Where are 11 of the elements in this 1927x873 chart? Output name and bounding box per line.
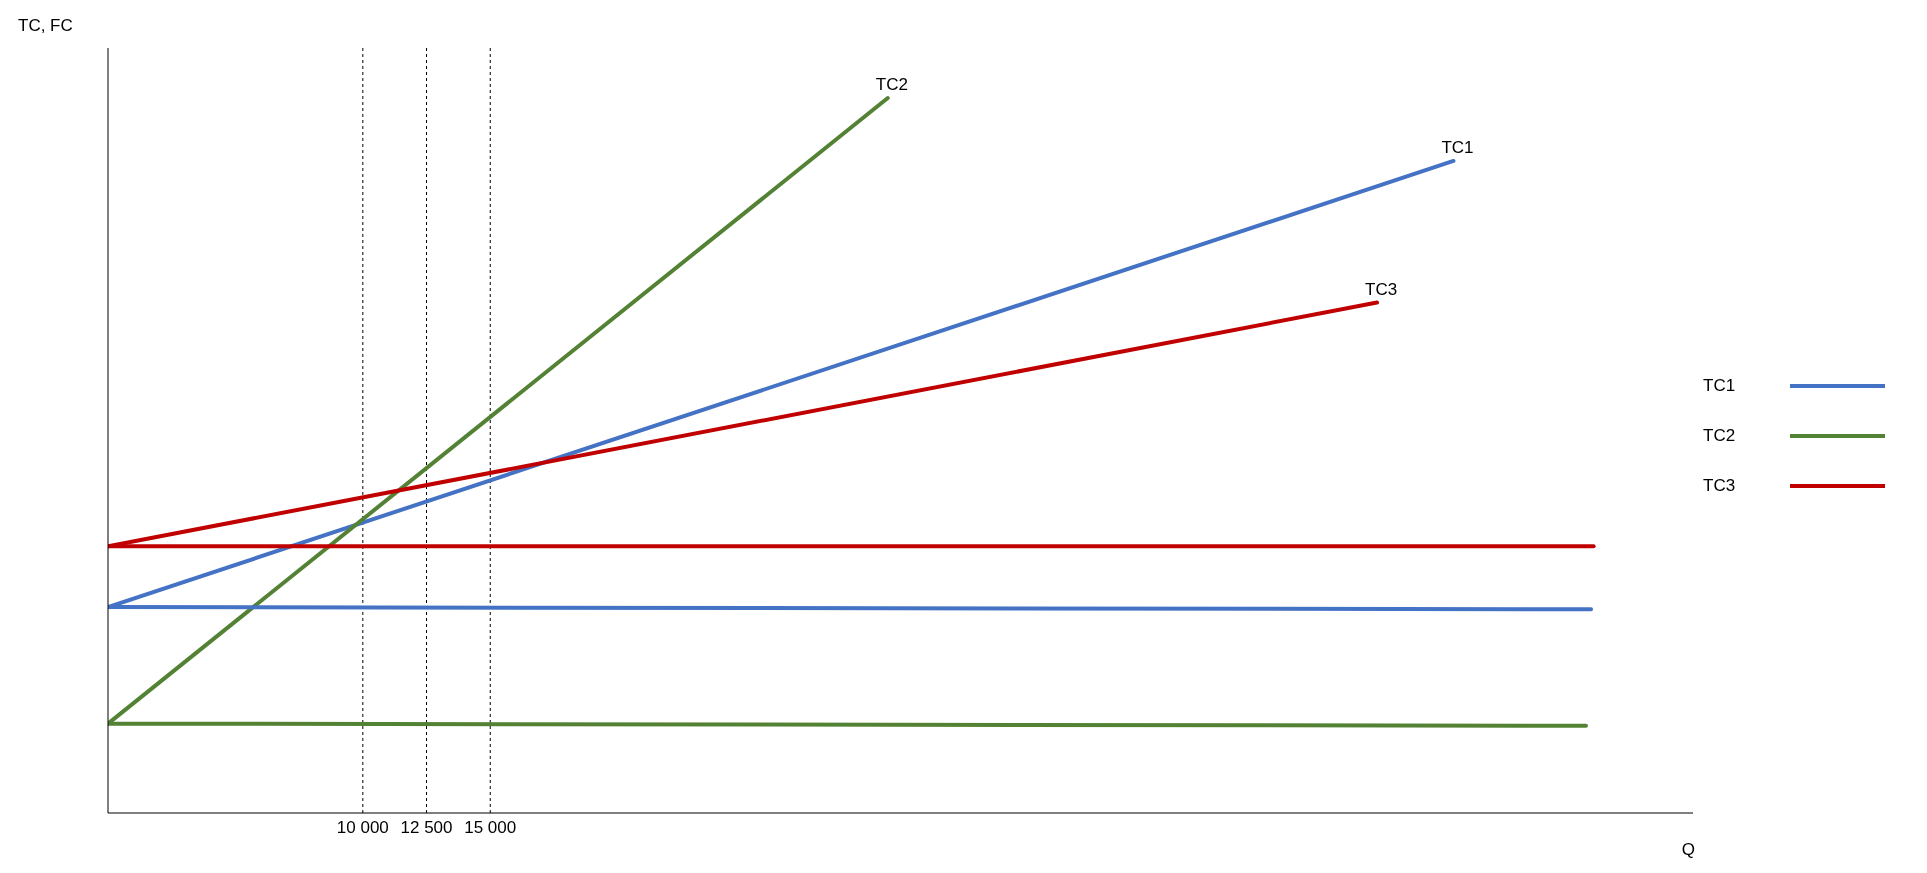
text: TC2 <box>1703 425 1736 445</box>
series-label: TC2 <box>875 75 908 95</box>
y-axis-title: TC, FC <box>18 16 73 36</box>
x-axis-title: Q <box>1681 840 1695 859</box>
x-tick-label: 12 500 <box>400 818 453 838</box>
series-label: TC3 <box>1365 279 1398 299</box>
text: TC3 <box>1703 475 1736 495</box>
text: TC1 <box>1703 375 1736 395</box>
x-tick-label: 15 000 <box>464 818 517 838</box>
series-label: TC1 <box>1441 137 1474 157</box>
x-tick-label: 10 000 <box>336 818 389 838</box>
